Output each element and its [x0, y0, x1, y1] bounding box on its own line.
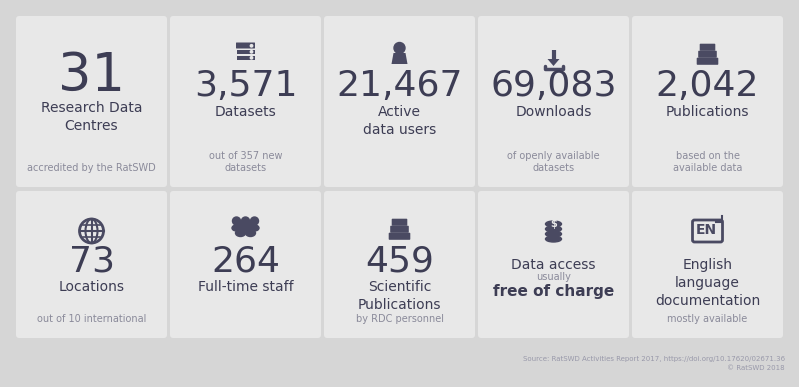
Text: mostly available: mostly available	[667, 314, 748, 324]
Text: $: $	[551, 219, 557, 229]
FancyBboxPatch shape	[170, 16, 321, 187]
Text: Research Data
Centres: Research Data Centres	[41, 101, 142, 133]
FancyBboxPatch shape	[632, 191, 783, 338]
Ellipse shape	[232, 225, 241, 231]
Circle shape	[246, 221, 255, 231]
Text: 264: 264	[211, 244, 280, 278]
FancyBboxPatch shape	[388, 233, 411, 240]
Circle shape	[394, 43, 405, 53]
Text: based on the
available data: based on the available data	[673, 151, 742, 173]
Text: Active
data users: Active data users	[363, 105, 436, 137]
Text: free of charge: free of charge	[493, 284, 614, 299]
Ellipse shape	[241, 225, 250, 231]
Circle shape	[251, 217, 259, 225]
FancyBboxPatch shape	[478, 191, 629, 338]
Text: Full-time staff: Full-time staff	[197, 280, 293, 294]
Text: out of 10 international: out of 10 international	[37, 314, 146, 324]
Ellipse shape	[546, 231, 562, 237]
Text: English
language
documentation: English language documentation	[655, 258, 760, 308]
FancyBboxPatch shape	[698, 51, 717, 58]
Ellipse shape	[250, 225, 259, 231]
Polygon shape	[392, 53, 407, 64]
Polygon shape	[547, 59, 559, 66]
Bar	[237, 43, 255, 48]
Text: out of 357 new
datasets: out of 357 new datasets	[209, 151, 282, 173]
Text: by RDC personnel: by RDC personnel	[356, 314, 443, 324]
Text: Source: RatSWD Activities Report 2017, https://doi.org/10.17620/02671.36
© RatSW: Source: RatSWD Activities Report 2017, h…	[523, 356, 785, 371]
Circle shape	[250, 51, 252, 53]
Text: EN: EN	[696, 223, 717, 237]
FancyBboxPatch shape	[478, 16, 629, 187]
Text: Locations: Locations	[58, 280, 125, 294]
Ellipse shape	[236, 229, 245, 236]
Text: of openly available
datasets: of openly available datasets	[507, 151, 600, 173]
Text: usually: usually	[536, 272, 571, 282]
Text: Datasets: Datasets	[215, 105, 276, 119]
Text: accredited by the RatSWD: accredited by the RatSWD	[27, 163, 156, 173]
FancyBboxPatch shape	[16, 16, 167, 187]
Ellipse shape	[546, 221, 562, 227]
Ellipse shape	[546, 236, 562, 242]
FancyBboxPatch shape	[390, 226, 409, 233]
Bar	[237, 55, 255, 60]
Text: Publications: Publications	[666, 105, 749, 119]
FancyBboxPatch shape	[632, 16, 783, 187]
FancyBboxPatch shape	[700, 44, 715, 51]
Circle shape	[236, 221, 245, 231]
Text: 21,467: 21,467	[336, 69, 463, 103]
Bar	[237, 50, 255, 54]
FancyBboxPatch shape	[697, 58, 718, 65]
Text: Data access: Data access	[511, 258, 596, 272]
Ellipse shape	[546, 226, 562, 232]
Text: 2,042: 2,042	[656, 69, 759, 103]
FancyBboxPatch shape	[324, 16, 475, 187]
Text: 73: 73	[69, 244, 114, 278]
FancyBboxPatch shape	[16, 191, 167, 338]
Circle shape	[241, 217, 249, 225]
FancyBboxPatch shape	[324, 191, 475, 338]
FancyBboxPatch shape	[170, 191, 321, 338]
FancyBboxPatch shape	[392, 219, 407, 226]
Ellipse shape	[245, 229, 256, 236]
Circle shape	[233, 217, 240, 225]
Text: 69,083: 69,083	[491, 69, 617, 103]
Circle shape	[250, 57, 252, 59]
Text: 3,571: 3,571	[193, 69, 297, 103]
Text: Downloads: Downloads	[515, 105, 592, 119]
FancyBboxPatch shape	[236, 43, 255, 48]
Text: 459: 459	[365, 244, 434, 278]
Circle shape	[250, 45, 252, 47]
Text: 31: 31	[58, 50, 125, 102]
Text: Scientific
Publications: Scientific Publications	[358, 280, 441, 312]
